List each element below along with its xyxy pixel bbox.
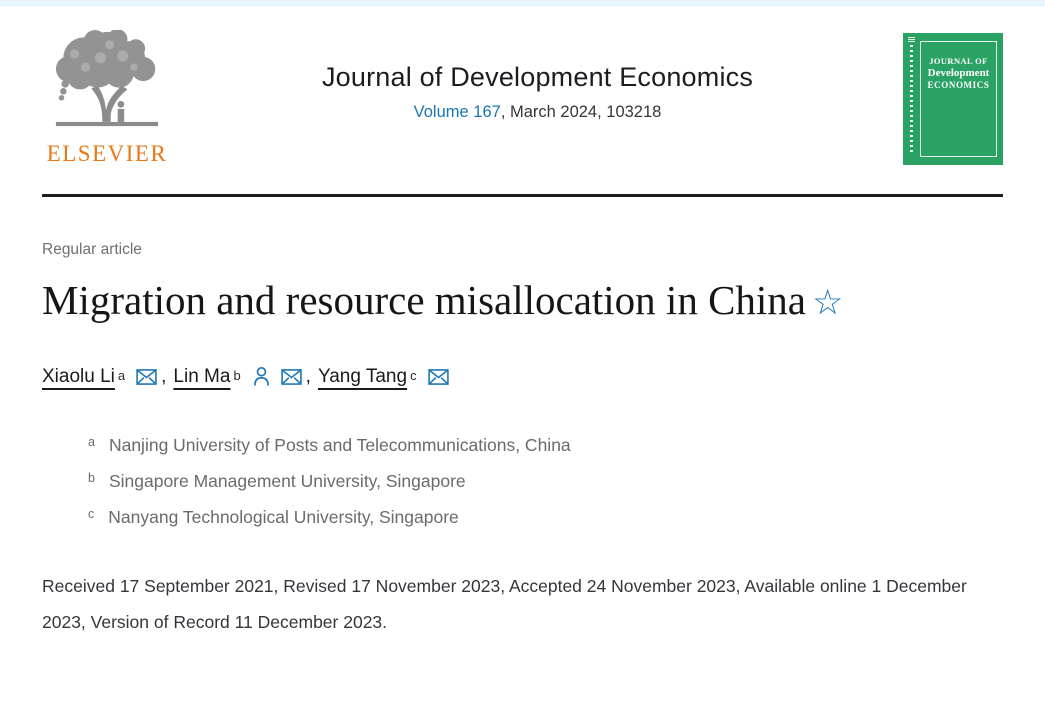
journal-meta: Journal of Development Economics Volume … [172, 62, 903, 136]
issue-info: , March 2024, 103218 [500, 102, 662, 121]
cover-spine-text [910, 44, 913, 155]
author-entry: Lin Ma b [173, 365, 302, 388]
person-icon[interactable] [253, 366, 270, 387]
article-type-label: Regular article [42, 241, 142, 258]
envelope-icon[interactable] [427, 368, 449, 385]
top-accent-bar [0, 0, 1045, 6]
cover-logo-mark [908, 36, 915, 43]
author-entry: Yang Tang c [318, 366, 449, 388]
author-link[interactable]: Yang Tang [317, 365, 408, 387]
cover-title-line1: JOURNAL OF [929, 55, 988, 66]
affiliation-sup: c [88, 506, 95, 521]
article-title-text: Migration and resource misallocation in … [42, 277, 807, 323]
article-landing-page: ELSEVIER Journal of Development Economic… [0, 29, 1045, 640]
article-title: Migration and resource misallocation in … [42, 270, 942, 332]
affiliation-text: Singapore Management University, Singapo… [108, 470, 466, 491]
affiliation-text: Nanjing University of Posts and Telecomm… [108, 434, 571, 455]
article-history-dates: Received 17 September 2021, Revised 17 N… [42, 575, 967, 632]
journal-header: ELSEVIER Journal of Development Economic… [42, 29, 1003, 167]
journal-title-link[interactable]: Journal of Development Economics [321, 61, 754, 92]
envelope-icon[interactable] [280, 368, 302, 385]
header-divider [42, 194, 1003, 197]
cover-title-line2: Development [927, 66, 990, 79]
affiliation-sup: a [88, 434, 95, 449]
affiliation-row: b Singapore Management University, Singa… [88, 470, 1003, 492]
issue-line: Volume 167, March 2024, 103218 [172, 103, 903, 122]
author-separator: , [161, 365, 167, 387]
affiliation-text: Nanyang Technological University, Singap… [108, 506, 459, 527]
author-affiliation-sup: a [117, 368, 126, 383]
journal-cover-thumbnail[interactable]: JOURNAL OF Development ECONOMICS [903, 32, 1003, 165]
publisher-wordmark: ELSEVIER [46, 141, 168, 166]
elsevier-logo[interactable]: ELSEVIER [42, 29, 172, 167]
author-entry: Xiaolu Li a [42, 366, 157, 388]
title-footnote-star-icon[interactable]: ☆ [812, 283, 844, 323]
cover-title-line3: ECONOMICS [927, 79, 990, 90]
cover-frame: JOURNAL OF Development ECONOMICS [920, 40, 997, 157]
volume-link[interactable]: Volume 167 [413, 102, 501, 121]
affiliation-row: c Nanyang Technological University, Sing… [88, 506, 1003, 528]
affiliation-row: a Nanjing University of Posts and Teleco… [88, 434, 1003, 456]
author-separator: , [305, 365, 311, 387]
envelope-icon[interactable] [136, 368, 157, 385]
article-info: Regular article Migration and resource m… [42, 241, 1003, 640]
elsevier-tree-icon [46, 29, 168, 138]
author-link[interactable]: Lin Ma [173, 365, 231, 387]
author-list: Xiaolu Li a , Lin Ma b [42, 366, 1003, 388]
author-affiliation-sup: b [233, 368, 241, 383]
affiliation-list: a Nanjing University of Posts and Teleco… [88, 434, 1003, 528]
affiliation-sup: b [88, 470, 95, 485]
author-affiliation-sup: c [410, 368, 417, 383]
author-link[interactable]: Xiaolu Li [42, 365, 115, 387]
